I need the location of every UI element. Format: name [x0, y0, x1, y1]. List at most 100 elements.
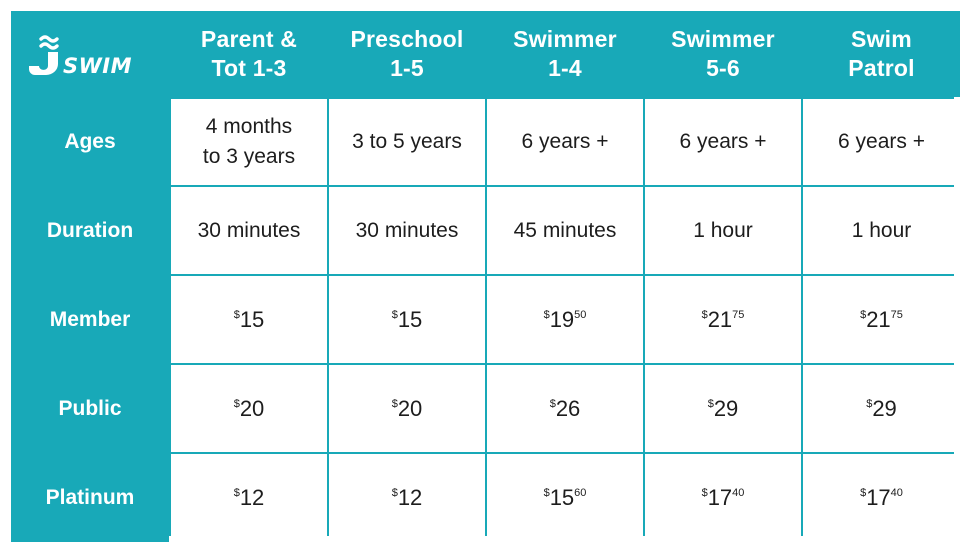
col-header-line: Parent &	[200, 26, 298, 52]
table-cell: 1 hour	[645, 187, 801, 274]
table-cell: 4 months to 3 years	[171, 99, 327, 185]
cell-line: 4 months	[205, 115, 293, 138]
price-cell: $1950	[487, 276, 643, 363]
price-cell: $26	[487, 365, 643, 452]
cell-line: 30 minutes	[355, 218, 459, 242]
price-whole: 17	[707, 485, 733, 510]
pricing-table: SWIM Parent & Tot 1-3 Preschool 1-5 Swimme…	[11, 11, 960, 542]
price-cell: $20	[329, 365, 485, 452]
price-cell: $29	[645, 365, 801, 452]
price-cell: $1560	[487, 454, 643, 542]
price-cell: $1740	[645, 454, 801, 542]
cell-line: 1 hour	[851, 218, 912, 242]
price-whole: 15	[397, 306, 423, 332]
price: $26	[550, 394, 581, 424]
price-whole: 15	[549, 485, 575, 510]
price-whole: 20	[239, 395, 265, 421]
cell-line: 45 minutes	[513, 218, 617, 242]
cell-line: to 3 years	[202, 145, 296, 168]
price-cents: 60	[574, 487, 587, 499]
row-header-member: Member	[11, 276, 169, 363]
table-cell: 45 minutes	[487, 187, 643, 274]
price-cell: $1740	[803, 454, 960, 542]
price-whole: 12	[239, 485, 265, 510]
table-cell: 30 minutes	[329, 187, 485, 274]
col-header-line: 1-5	[390, 55, 424, 81]
currency-symbol: $	[701, 308, 708, 321]
price-cents: 40	[732, 487, 745, 499]
price-cents: 50	[574, 308, 587, 321]
price: $15	[392, 305, 423, 335]
price: $1740	[702, 483, 745, 513]
row-header-ages: Ages	[11, 99, 169, 185]
cell-line: 1 hour	[693, 218, 753, 242]
price-whole: 26	[555, 395, 581, 421]
cell-line: 6 years +	[679, 130, 767, 153]
table-cell: 6 years +	[645, 99, 801, 185]
col-header-line: Preschool	[350, 26, 464, 52]
price: $29	[866, 394, 897, 424]
currency-symbol: $	[549, 397, 556, 410]
row-header-platinum: Platinum	[11, 454, 169, 542]
table-cell: 1 hour	[803, 187, 960, 274]
currency-symbol: $	[860, 308, 867, 321]
price-cell: $12	[329, 454, 485, 542]
price-cents: 75	[732, 308, 745, 321]
col-header-line: Tot 1-3	[211, 55, 287, 81]
price-cell: $2175	[803, 276, 960, 363]
price-cents: 75	[890, 308, 903, 321]
price: $2175	[860, 305, 903, 335]
price-cell: $15	[171, 276, 327, 363]
jswim-logo: SWIM	[29, 35, 132, 78]
table-cell: 3 to 5 years	[329, 99, 485, 185]
price-whole: 17	[866, 485, 891, 510]
price-cell: $15	[329, 276, 485, 363]
price: $12	[234, 483, 265, 513]
currency-symbol: $	[233, 487, 240, 499]
price: $20	[392, 394, 423, 424]
price: $15	[234, 305, 265, 335]
currency-symbol: $	[866, 397, 873, 410]
price-cents: 40	[890, 487, 903, 499]
price: $1560	[544, 483, 587, 513]
currency-symbol: $	[707, 397, 714, 410]
col-header-swim-patrol: Swim Patrol	[803, 11, 960, 97]
wave-icon	[39, 35, 59, 50]
price-cell: $2175	[645, 276, 801, 363]
currency-symbol: $	[543, 487, 550, 499]
price-whole: 29	[713, 395, 739, 421]
price: $20	[234, 394, 265, 424]
price-cell: $12	[171, 454, 327, 542]
currency-symbol: $	[391, 487, 398, 499]
currency-symbol: $	[543, 308, 550, 321]
price-whole: 19	[549, 306, 575, 332]
row-header-duration: Duration	[11, 187, 169, 274]
col-header-line: Swimmer	[671, 26, 775, 52]
currency-symbol: $	[860, 487, 867, 499]
currency-symbol: $	[233, 308, 240, 321]
col-header-parent-tot: Parent & Tot 1-3	[171, 11, 327, 97]
j-letter	[29, 52, 58, 75]
cell-line: 30 minutes	[197, 218, 301, 242]
cell-line: 3 to 5 years	[352, 130, 462, 153]
col-header-line: 5-6	[706, 55, 740, 81]
col-header-swimmer-1-4: Swimmer 1-4	[487, 11, 643, 97]
currency-symbol: $	[233, 397, 240, 410]
price-whole: 21	[866, 306, 891, 332]
currency-symbol: $	[391, 397, 398, 410]
price-whole: 20	[397, 395, 423, 421]
price-cell: $20	[171, 365, 327, 452]
col-header-line: Patrol	[848, 55, 915, 81]
col-header-line: Swimmer	[513, 26, 617, 52]
price: $12	[392, 483, 423, 513]
price-cell: $29	[803, 365, 960, 452]
price: $2175	[702, 305, 745, 335]
cell-line: 6 years +	[838, 130, 925, 153]
logo-text: SWIM	[63, 54, 132, 78]
cell-line: 6 years +	[521, 130, 609, 153]
price-whole: 12	[397, 485, 423, 510]
table-cell: 30 minutes	[171, 187, 327, 274]
row-header-public: Public	[11, 365, 169, 452]
jswim-logo-cell: SWIM	[11, 11, 169, 97]
currency-symbol: $	[701, 487, 708, 499]
